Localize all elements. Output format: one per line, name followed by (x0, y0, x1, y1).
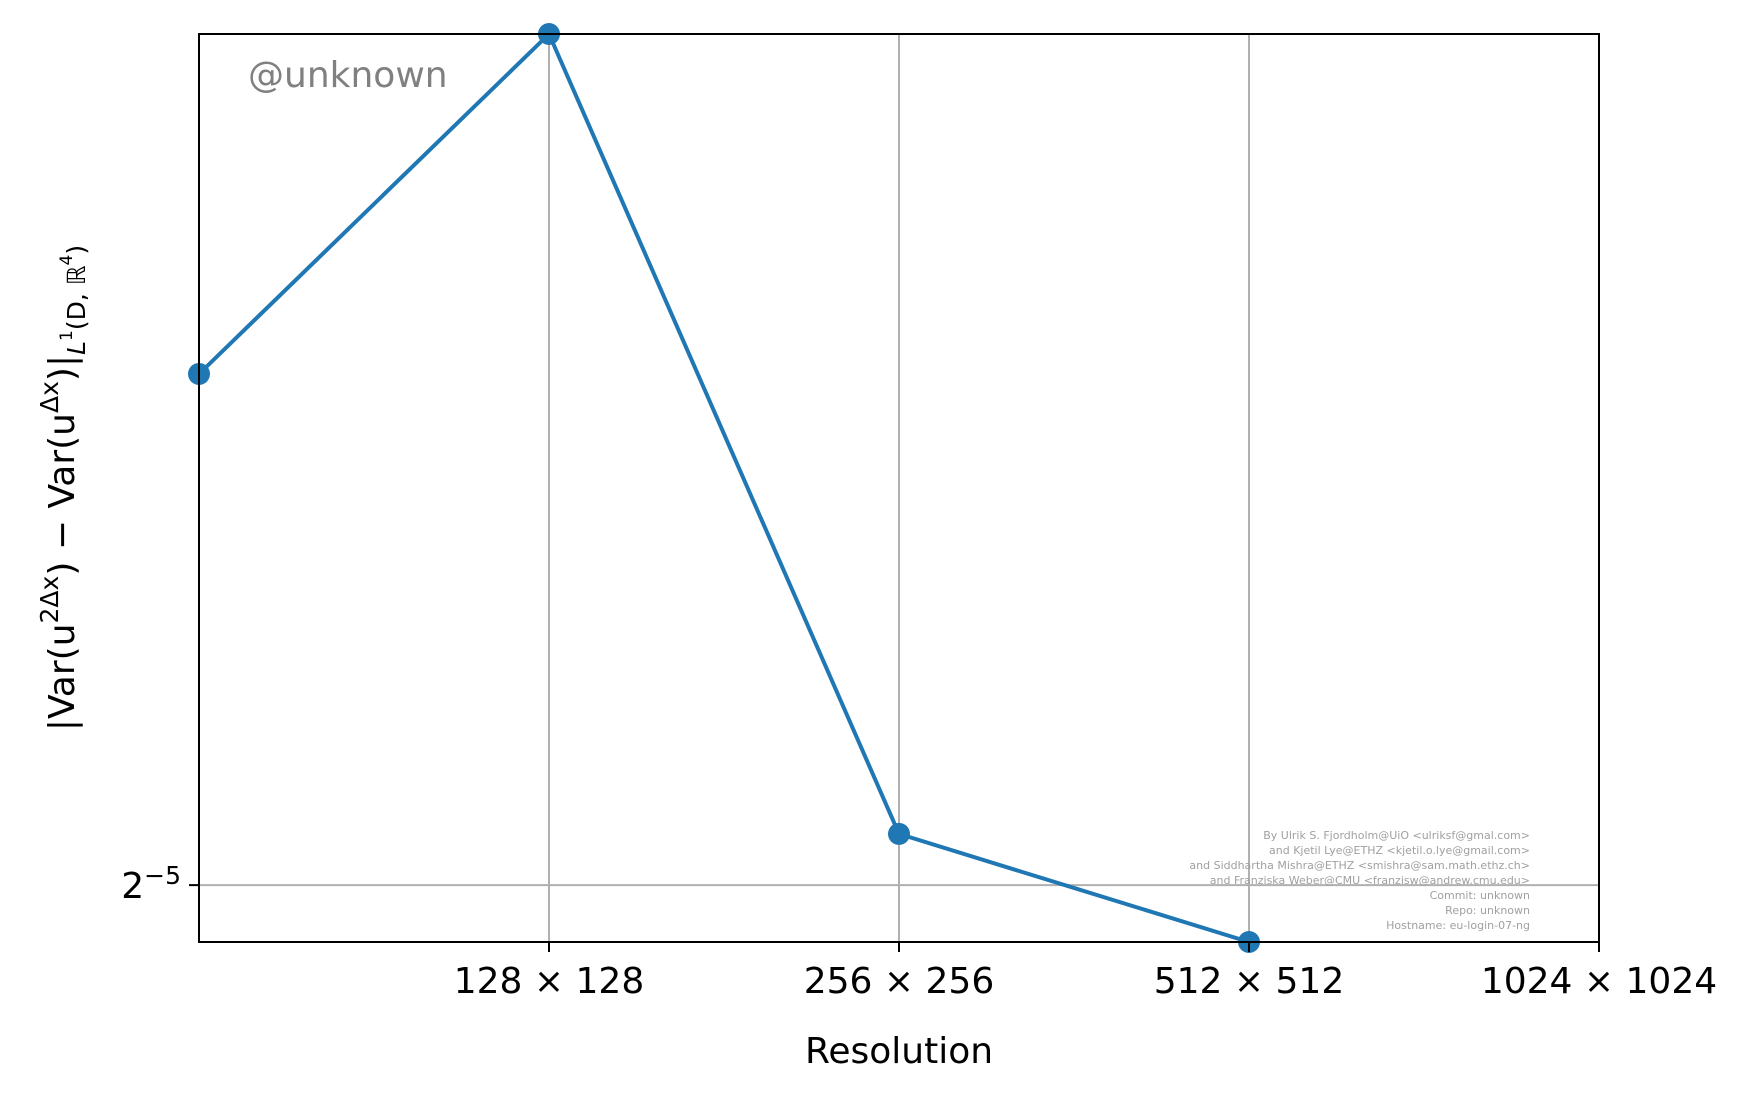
x-tick-label: 1024 × 1024 (1481, 961, 1717, 1002)
x-axis: 128 × 128 256 × 256 512 × 512 1024 × 1024 (454, 942, 1717, 1002)
y-axis: 2−5 (121, 861, 199, 907)
series (188, 23, 1260, 953)
watermark: @unknown (248, 55, 448, 96)
credit-line: and Franziska Weber@CMU <franzisw@andrew… (1210, 874, 1530, 887)
x-tick-label: 256 × 256 (804, 961, 994, 1002)
credit-line: Commit: unknown (1430, 889, 1530, 902)
x-tick-label: 512 × 512 (1154, 961, 1344, 1002)
x-tick-label: 128 × 128 (454, 961, 644, 1002)
credit-line: Repo: unknown (1445, 904, 1530, 917)
credits-block: By Ulrik S. Fjordholm@UiO <ulriksf@gmal.… (1189, 829, 1530, 932)
data-point (888, 822, 910, 845)
y-axis-label: |Var(u2Δx) − Var(uΔx)|L1(D, ℝ4) (35, 245, 91, 731)
credit-line: and Siddhartha Mishra@ETHZ <smishra@sam.… (1189, 859, 1530, 872)
credit-line: and Kjetil Lye@ETHZ <kjetil.o.lye@gmail.… (1269, 844, 1530, 857)
y-tick-label: 2−5 (121, 861, 181, 907)
x-axis-label: Resolution (805, 1031, 993, 1072)
credit-line: By Ulrik S. Fjordholm@UiO <ulriksf@gmal.… (1263, 829, 1530, 842)
credit-line: Hostname: eu-login-07-ng (1386, 919, 1530, 932)
series-line (197, 32, 1250, 944)
